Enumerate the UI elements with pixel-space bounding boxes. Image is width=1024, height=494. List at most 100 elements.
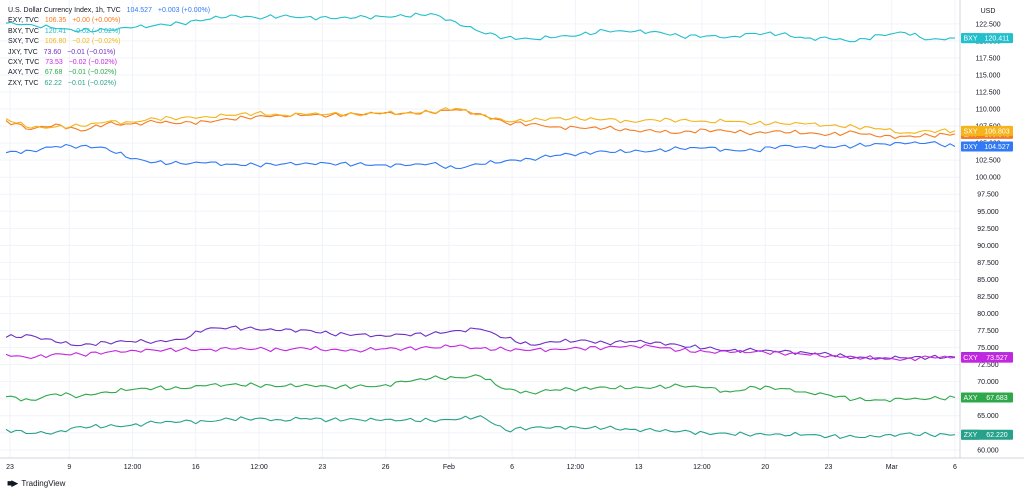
legend-change: −0.02 (−0.02%) [72, 38, 121, 46]
legend-symbol: SXY, TVC [8, 38, 39, 46]
legend-symbol: ZXY, TVC [8, 79, 39, 87]
price-tag-zxy: ZXY 62.220 [961, 429, 1013, 440]
price-tag-value: 73.527 [986, 355, 1008, 362]
price-tag-value: 120.411 [985, 36, 1010, 43]
price-tag-value: 67.683 [986, 395, 1008, 402]
price-tag-value: 104.527 [984, 144, 1009, 151]
series-lines [5, 12, 956, 439]
legend-change: −0.01 (−0.02%) [68, 69, 117, 77]
series-line-dxy[interactable] [5, 141, 956, 170]
price-tag-symbol: DXY [963, 144, 978, 151]
legend-symbol: U.S. Dollar Currency Index, 1h, TVC [8, 7, 121, 14]
legend-last-value: 120.41 [44, 27, 67, 35]
legend-last-value: 104.527 [126, 7, 152, 14]
legend-last-value: 106.80 [44, 38, 67, 46]
series-line-exy[interactable] [5, 109, 956, 140]
legend-row-cxy[interactable]: CXY, TVC 73.53 −0.02 (−0.02%) [8, 58, 210, 68]
legend-last-value: 62.22 [44, 79, 62, 87]
legend-row-zxy[interactable]: ZXY, TVC 62.22 −0.01 (−0.02%) [8, 79, 210, 89]
legend-row-sxy[interactable]: SXY, TVC 106.80 −0.02 (−0.02%) [8, 37, 210, 47]
legend-last-value: 106.35 [44, 17, 67, 25]
legend-symbol: EXY, TVC [8, 17, 39, 25]
x-tick-label: 23 [6, 464, 14, 471]
price-tag-symbol: SXY [963, 128, 977, 135]
x-tick-label: 16 [192, 464, 200, 471]
series-line-cxy[interactable] [5, 344, 956, 362]
x-tick-label: 13 [635, 464, 643, 471]
legend-row-jxy[interactable]: JXY, TVC 73.60 −0.01 (−0.01%) [8, 48, 210, 58]
x-tick-label: 20 [761, 464, 769, 471]
x-tick-label: Feb [443, 464, 455, 471]
time-axis[interactable]: 23 9 12:00 16 12:00 23 26 Feb 6 12:00 13 12:00 20 23 M… [6, 464, 957, 471]
series-line-zxy[interactable] [5, 415, 956, 439]
tradingview-logo-icon: ■▶ [7, 478, 18, 488]
legend-change: −0.01 (−0.01%) [67, 48, 116, 56]
x-tick-label: 23 [318, 464, 326, 471]
legend-change: −0.01 (−0.02%) [67, 79, 117, 87]
x-tick-label: 12:00 [693, 464, 711, 471]
legend-change: +0.003 (+0.00%) [157, 7, 211, 14]
price-axis[interactable]: 60.00062.50065.00067.50070.00072.50075.0… [975, 21, 1000, 454]
legend-last-value: 73.60 [43, 48, 62, 56]
y-tick-label: 70.000 [977, 379, 999, 386]
x-tick-label: 23 [825, 464, 833, 471]
y-tick-label: 117.500 [976, 55, 1001, 62]
legend-row-exy[interactable]: EXY, TVC 106.35 +0.00 (+0.00%) [8, 16, 210, 26]
price-tag-sxy: SXY 106.803 [961, 125, 1013, 136]
y-tick-label: 115.000 [976, 72, 1001, 79]
price-tag-symbol: BXY [963, 36, 977, 43]
y-tick-label: 112.500 [976, 90, 1001, 97]
y-tick-label: 90.000 [977, 243, 999, 250]
currency-label: USD [981, 8, 996, 15]
legend-change: −0.02 (−0.02%) [68, 59, 117, 67]
brand-label: TradingView [21, 479, 66, 488]
y-tick-label: 87.500 [977, 260, 999, 267]
legend-change: −0.02 (−0.02%) [72, 27, 121, 35]
y-tick-label: 72.500 [977, 362, 999, 369]
legend-row-dxy[interactable]: U.S. Dollar Currency Index, 1h, TVC 104.… [8, 6, 210, 16]
x-tick-label: 6 [953, 464, 957, 471]
price-tags: DXY104.527EXY106.345BXY120.411SXY106.803… [961, 33, 1013, 440]
y-tick-label: 97.500 [977, 192, 999, 199]
legend-symbol: AXY, TVC [8, 69, 39, 77]
y-tick-label: 60.000 [977, 447, 999, 454]
price-tag-dxy: DXY 104.527 [961, 141, 1013, 152]
price-tag-symbol: ZXY [964, 432, 978, 439]
x-tick-label: 26 [382, 464, 390, 471]
y-tick-label: 75.000 [977, 345, 999, 352]
legend-symbol: CXY, TVC [8, 59, 40, 67]
price-tag-bxy: BXY 120.411 [961, 33, 1013, 44]
tradingview-brand[interactable]: ■▶ TradingView [7, 478, 65, 489]
y-tick-label: 65.000 [977, 413, 999, 420]
price-tag-symbol: AXY [963, 395, 977, 402]
legend-change: +0.00 (+0.00%) [72, 17, 121, 25]
legend-row-axy[interactable]: AXY, TVC 67.68 −0.01 (−0.02%) [8, 68, 210, 78]
legend-last-value: 67.68 [44, 69, 63, 77]
y-tick-label: 77.500 [977, 328, 999, 335]
legend-row-bxy[interactable]: BXY, TVC 120.41 −0.02 (−0.02%) [8, 27, 210, 37]
x-tick-label: 6 [510, 464, 514, 471]
price-tag-symbol: CXY [963, 355, 978, 362]
y-tick-label: 95.000 [977, 209, 999, 216]
y-tick-label: 122.500 [975, 21, 1000, 28]
chart-grid [0, 0, 960, 458]
legend-symbol: BXY, TVC [8, 27, 39, 35]
price-tag-value: 106.803 [984, 128, 1009, 135]
legend-symbol: JXY, TVC [8, 48, 38, 56]
price-tag-cxy: CXY 73.527 [961, 352, 1013, 363]
price-tag-axy: AXY 67.683 [961, 392, 1013, 403]
y-tick-label: 82.500 [977, 294, 999, 301]
y-tick-label: 110.000 [976, 107, 1001, 114]
price-tag-value: 62.220 [986, 432, 1008, 439]
x-tick-label: 9 [67, 464, 71, 471]
x-tick-label: 12:00 [124, 464, 142, 471]
legend-last-value: 73.53 [45, 59, 63, 67]
x-tick-label: 12:00 [567, 464, 585, 471]
x-tick-label: Mar [886, 464, 899, 471]
series-line-bxy[interactable] [5, 12, 956, 43]
series-line-sxy[interactable] [5, 107, 956, 134]
y-tick-label: 92.500 [977, 226, 999, 233]
series-line-axy[interactable] [5, 374, 956, 403]
x-tick-label: 12:00 [250, 464, 268, 471]
